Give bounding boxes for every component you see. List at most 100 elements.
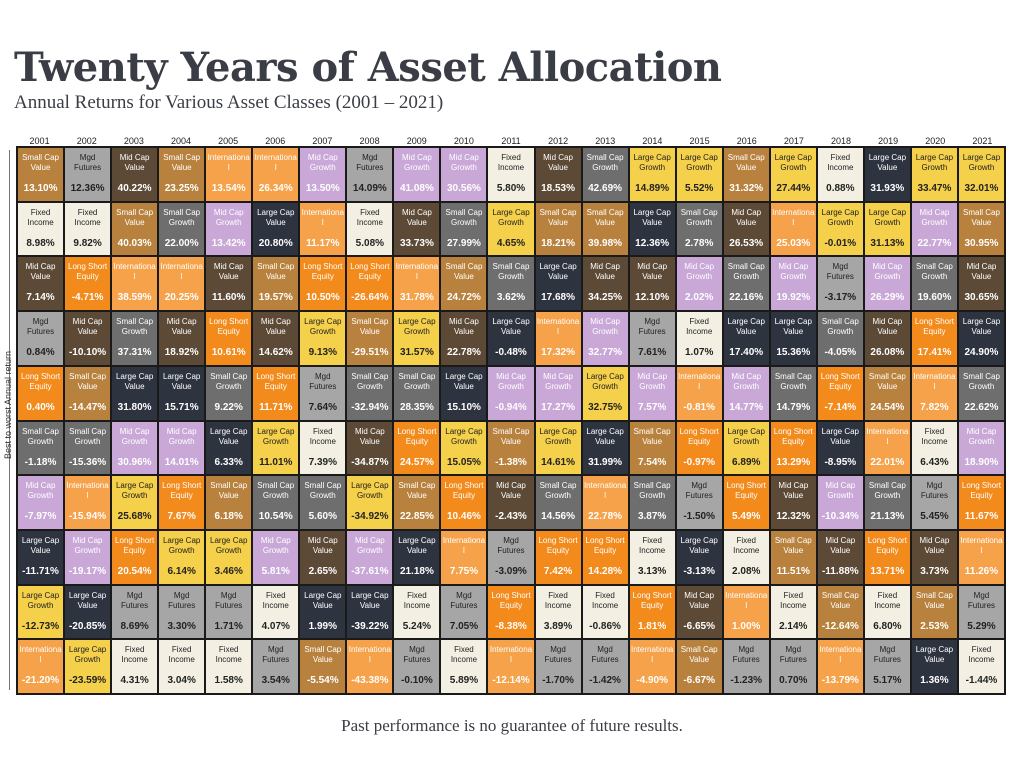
asset-class-label: Large Cap Value <box>445 371 483 391</box>
asset-class-label: Large Cap Growth <box>445 426 483 446</box>
asset-class-label: Large Cap Growth <box>915 153 954 172</box>
asset-class-label: Small Cap Growth <box>727 262 765 282</box>
asset-class-label: Mgd Futures <box>121 590 149 610</box>
asset-class-label: Mid Cap Value <box>496 481 526 501</box>
return-value: 12.32% <box>776 511 811 523</box>
return-value: -29.51% <box>351 347 389 359</box>
asset-class-label: Large Cap Growth <box>680 153 718 172</box>
return-value: 3.13% <box>637 565 667 577</box>
return-value: 3.87% <box>637 511 667 523</box>
asset-class-label: Internationa l <box>819 645 862 665</box>
return-value: 33.47% <box>917 183 952 194</box>
return-cell: Long Short Equity 13.71% <box>864 530 910 584</box>
return-value: 19.60% <box>917 292 952 304</box>
asset-class-label: Long Short Equity <box>538 535 578 555</box>
return-value: 25.03% <box>776 237 811 249</box>
return-value: 10.46% <box>446 511 481 523</box>
asset-class-label: Large Cap Value <box>962 317 1001 337</box>
return-value: 14.61% <box>541 456 575 468</box>
return-cell: Large Cap Value 15.10% <box>441 366 487 420</box>
return-value: 37.31% <box>117 347 152 359</box>
return-cell: Small Cap Value -14.47% <box>65 366 111 420</box>
return-cell: Small Cap Growth -32.94% <box>347 366 393 420</box>
asset-class-label: Mid Cap Value <box>778 481 809 501</box>
return-value: -0.86% <box>589 620 621 632</box>
return-cell: Small Cap Value -29.51% <box>347 312 393 365</box>
asset-class-label: Mid Cap Value <box>307 535 338 555</box>
return-value: 0.40% <box>26 401 55 413</box>
asset-class-label: Large Cap Growth <box>304 317 342 337</box>
return-cell: Fixed Income -0.86% <box>582 585 628 639</box>
asset-class-label: Long Short Equity <box>726 481 766 501</box>
return-cell: Internationa l 7.82% <box>911 366 957 420</box>
year-label: 2013 <box>595 136 616 146</box>
return-value: 7.39% <box>308 456 337 468</box>
return-value: -15.36% <box>68 456 107 468</box>
return-cell: Long Short Equity 7.42% <box>535 530 581 584</box>
return-value: 34.25% <box>588 292 623 304</box>
return-cell: Mid Cap Growth 19.92% <box>770 257 816 311</box>
return-value: 17.27% <box>541 401 575 413</box>
return-value: 11.51% <box>776 565 810 577</box>
return-value: -15.94% <box>68 511 107 523</box>
asset-class-label: Small Cap Value <box>586 207 624 227</box>
return-value: 5.49% <box>732 511 761 523</box>
return-value: 41.08% <box>399 183 434 194</box>
return-value: -37.61% <box>351 565 389 577</box>
return-cell: Mid Cap Growth -7.97% <box>18 476 64 529</box>
asset-class-label: Mid Cap Growth <box>731 371 762 391</box>
return-value: 5.80% <box>496 183 526 194</box>
return-value: 5.45% <box>920 511 949 523</box>
y-axis-line <box>9 150 10 690</box>
return-value: 2.65% <box>308 565 337 577</box>
return-cell: Long Short Equity 1.81% <box>629 585 675 639</box>
return-cell: Small Cap Value 22.85% <box>394 476 440 529</box>
return-value: 7.54% <box>637 456 667 468</box>
return-cell: Internationa l 25.03% <box>770 202 816 256</box>
return-value: 17.41% <box>917 347 952 359</box>
return-cell: Small Cap Value -5.54% <box>300 640 346 693</box>
asset-class-label: Internationa l <box>631 645 674 665</box>
return-value: -12.14% <box>492 675 530 687</box>
return-cell: Internationa l 20.25% <box>159 257 205 311</box>
asset-class-label: Long Short Equity <box>773 426 813 446</box>
asset-class-label: Small Cap Growth <box>163 207 201 227</box>
return-value: -26.64% <box>351 292 389 304</box>
asset-class-label: Long Short Equity <box>914 317 954 337</box>
return-cell: Small Cap Growth 14.79% <box>770 366 816 420</box>
return-cell: Internationa l 1.00% <box>723 585 769 639</box>
return-value: 1.00% <box>732 620 761 632</box>
asset-class-label: Fixed Income <box>544 590 572 610</box>
return-value: -4.05% <box>824 347 857 359</box>
return-value: 5.60% <box>308 511 337 523</box>
asset-class-label: Large Cap Growth <box>633 153 671 172</box>
return-value: -1.44% <box>965 675 998 687</box>
return-cell: Fixed Income 3.13% <box>629 530 675 584</box>
asset-class-label: Long Short Equity <box>20 371 61 391</box>
asset-class-label: Fixed Income <box>74 207 101 227</box>
return-cell: Fixed Income 5.08% <box>347 202 393 256</box>
return-value: 2.14% <box>779 620 808 632</box>
return-value: 24.54% <box>870 401 905 413</box>
year-label: 2006 <box>265 136 286 146</box>
return-cell: Mgd Futures -1.42% <box>582 640 628 693</box>
return-cell: Large Cap Value 21.18% <box>394 530 440 584</box>
return-cell: Fixed Income 7.39% <box>300 421 346 475</box>
return-value: -11.88% <box>821 565 859 577</box>
return-cell: Internationa l 22.01% <box>864 421 910 475</box>
asset-class-label: Long Short Equity <box>350 262 390 282</box>
return-value: 3.54% <box>261 675 290 687</box>
asset-class-label: Fixed Income <box>780 590 807 610</box>
return-value: -1.18% <box>24 456 57 468</box>
return-value: -34.87% <box>351 456 389 468</box>
asset-class-label: Internationa l <box>395 262 439 282</box>
asset-class-label: Small Cap Growth <box>210 371 248 391</box>
return-cell: Mid Cap Value -2.43% <box>488 476 534 529</box>
asset-class-label: Mid Cap Value <box>825 535 856 555</box>
return-value: 20.80% <box>258 237 293 249</box>
asset-class-label: Fixed Income <box>168 645 195 665</box>
asset-class-label: Long Short Equity <box>585 535 625 555</box>
return-cell: Large Cap Growth -0.01% <box>817 202 863 256</box>
return-value: 3.62% <box>496 292 526 304</box>
return-value: 7.61% <box>637 347 667 359</box>
